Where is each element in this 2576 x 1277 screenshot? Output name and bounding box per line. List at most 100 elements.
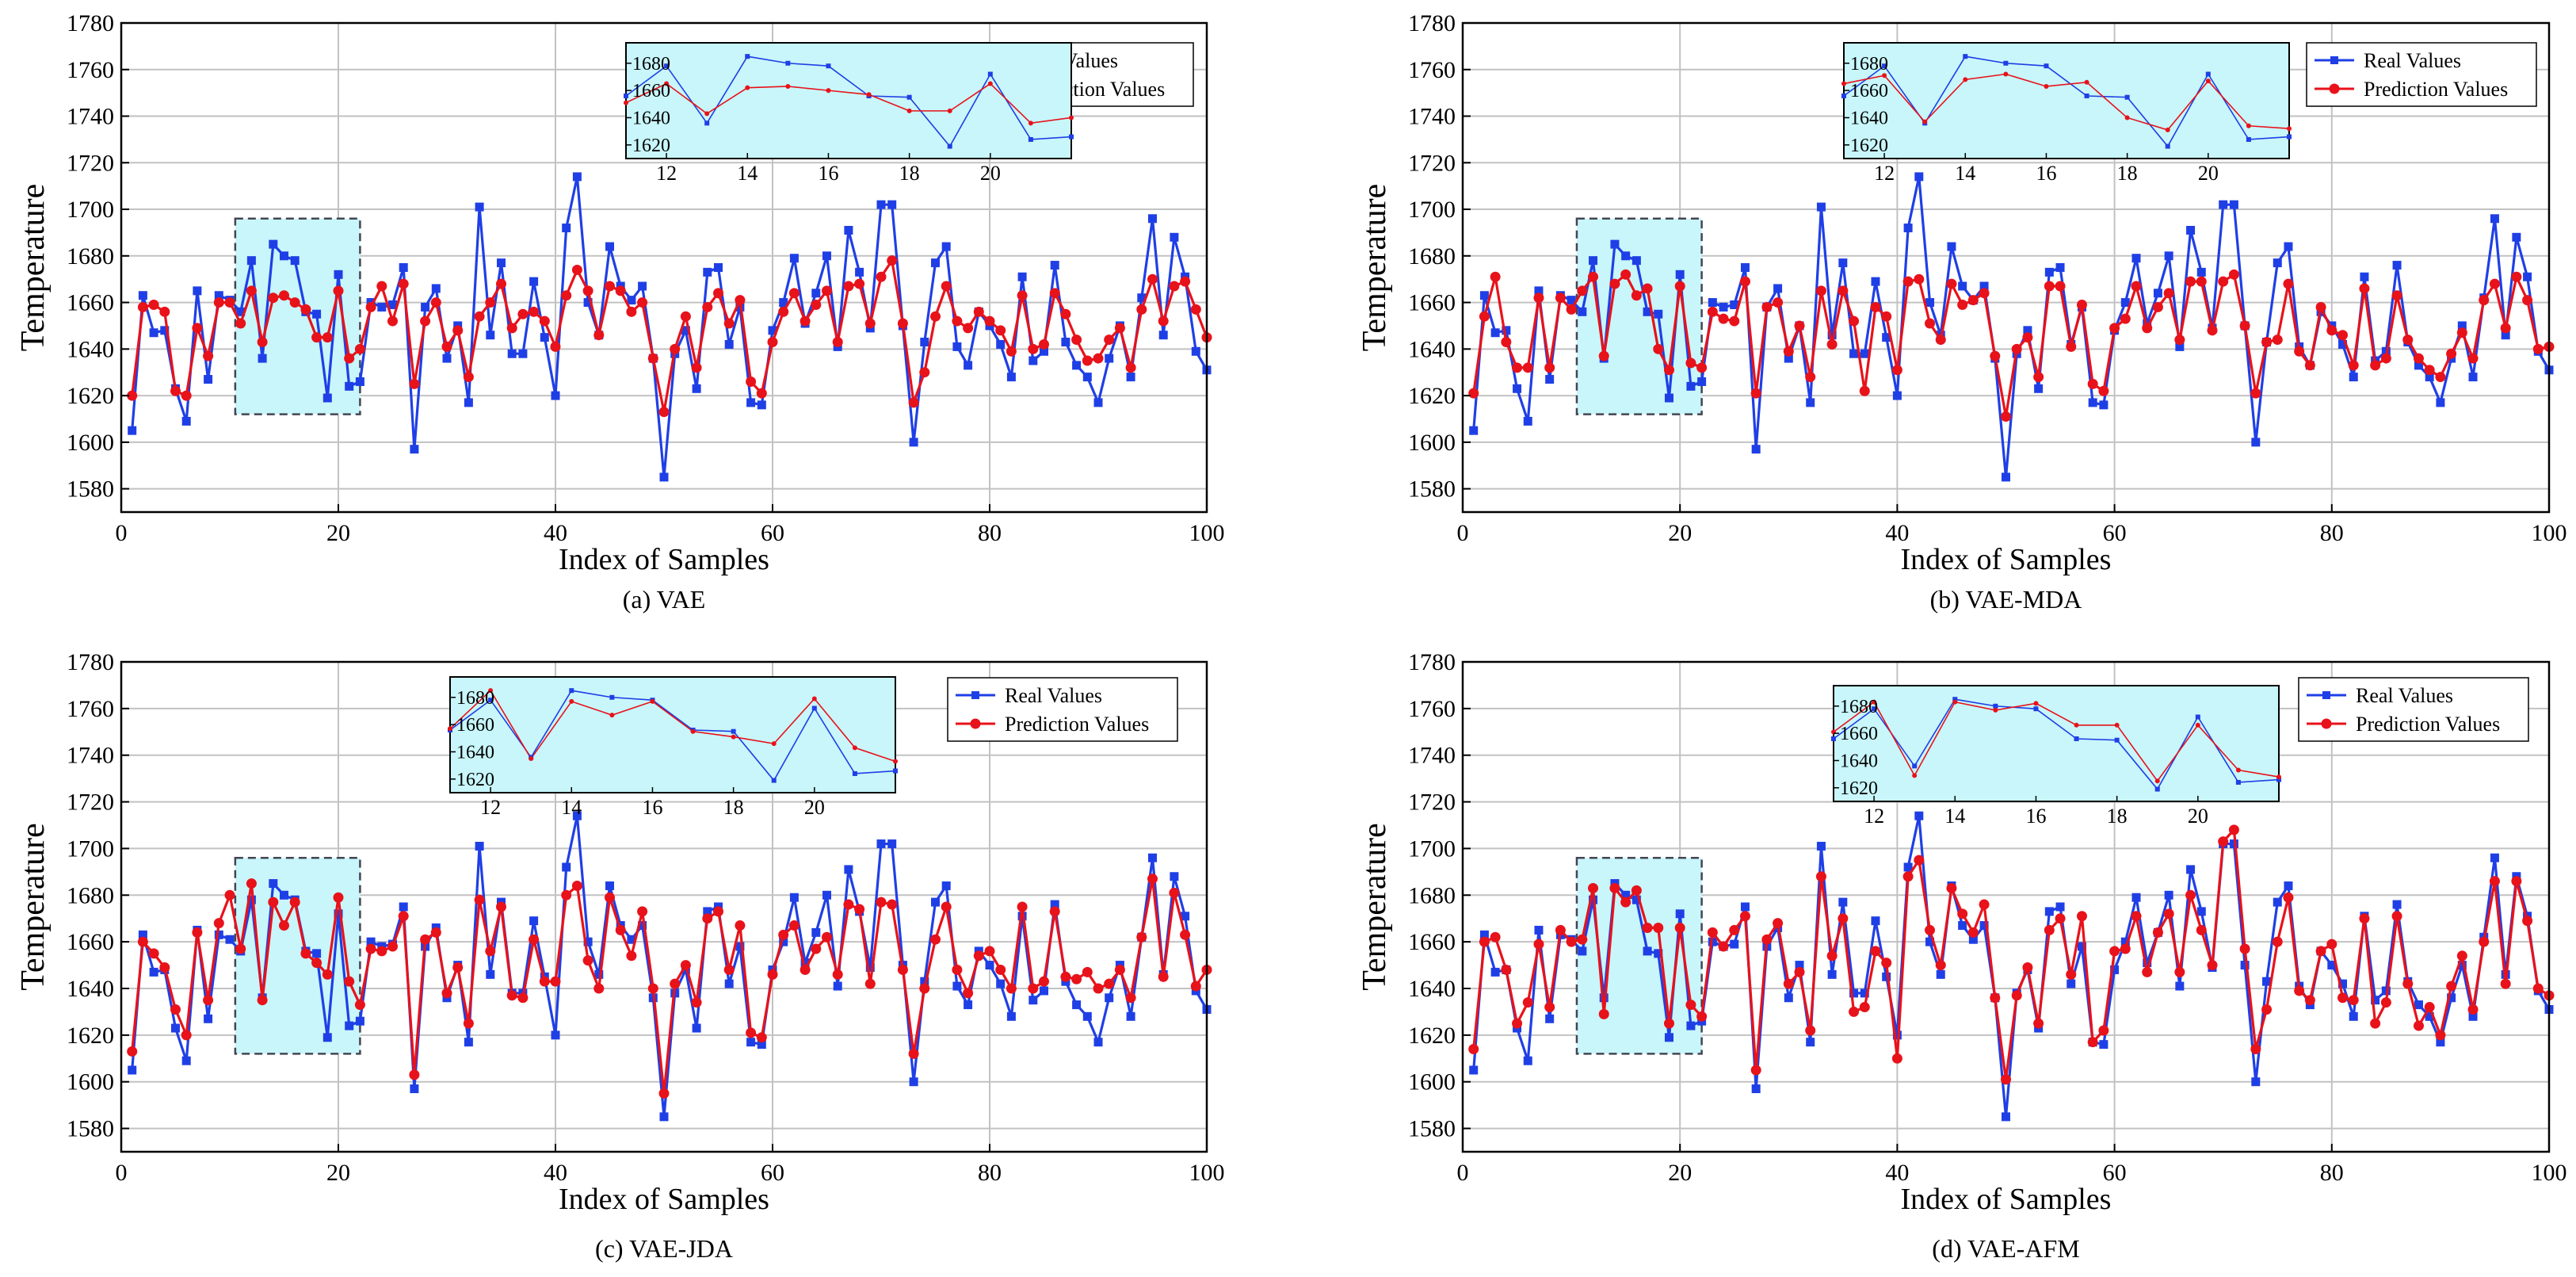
marker-pred-36 [506,323,517,334]
x-tick-label: 20 [326,1160,350,1186]
marker-real-1 [128,426,137,435]
marker-real-28 [421,302,430,312]
marker-real-41 [1903,862,1913,872]
marker-real-47 [1968,935,1978,944]
inset-marker-pred [2124,115,2130,120]
marker-real-3 [149,328,158,338]
marker-pred-60 [767,337,778,348]
chart-panel-4: 0 20 40 60 80 1001580160016201640166016801700… [1357,649,2567,1263]
chart-caption: (a) VAE [623,585,706,614]
inset-marker-real [488,698,494,703]
inset-x-tick-label: 20 [2198,162,2219,185]
marker-real-65 [822,890,831,900]
marker-pred-35 [496,278,506,289]
marker-pred-66 [2174,335,2185,346]
x-tick-label: 100 [2532,520,2567,546]
zoom-region-box [234,856,361,1055]
marker-real-8 [204,1014,213,1023]
marker-real-14 [269,879,278,889]
marker-pred-78 [2304,995,2315,1006]
marker-pred-10 [224,889,235,900]
marker-pred-23 [365,943,376,954]
y-tick-label: 1620 [1408,1023,1456,1049]
marker-real-33 [1816,202,1826,212]
marker-real-99 [1191,346,1200,356]
marker-real-90 [2436,1038,2445,1047]
marker-pred-1 [127,1046,138,1057]
marker-real-38 [1871,277,1880,286]
marker-real-75 [931,258,940,268]
marker-pred-24 [376,281,387,292]
marker-real-37 [518,349,528,358]
x-tick-label: 80 [2320,520,2344,546]
marker-real-35 [1838,897,1848,907]
y-tick-label: 1620 [67,1023,114,1049]
marker-pred-88 [1071,973,1082,985]
inset-marker-real [1912,763,1918,769]
marker-real-43 [1925,937,1935,946]
inset-marker-pred [1069,115,1074,120]
marker-pred-46 [615,285,626,296]
inset-x-tick-label: 14 [1944,805,1965,828]
marker-real-45 [605,881,614,891]
marker-pred-6 [1522,362,1533,373]
marker-real-56 [724,979,734,988]
x-tick-label: 80 [978,1160,1002,1186]
series-line-real-values [131,815,1208,1118]
marker-real-41 [562,862,571,872]
marker-pred-14 [268,897,279,908]
y-tick-label: 1760 [67,57,114,83]
marker-real-29 [1773,284,1783,293]
inset-frame [449,676,896,793]
marker-pred-90 [2435,372,2446,383]
marker-pred-9 [1555,924,1566,935]
series-line-prediction-values [131,257,1208,412]
marker-pred-80 [2326,325,2337,336]
marker-pred-11 [1577,285,1588,296]
marker-real-6 [181,1056,191,1065]
marker-pred-51 [670,343,681,354]
inset-line-pred [1843,73,2290,131]
marker-pred-51 [2011,990,2022,1001]
marker-pred-38 [1870,301,1881,312]
marker-real-12 [246,256,256,266]
marker-pred-71 [887,255,898,266]
marker-real-42 [572,172,582,182]
legend: Real Values Prediction Values [2298,677,2529,742]
marker-pred-88 [2413,1020,2424,1031]
marker-real-64 [811,927,821,937]
inset-y-tick-label: 1680 [1840,697,1878,717]
marker-real-16 [290,256,300,266]
inset-y-tick-label: 1680 [456,688,494,709]
marker-real-47 [627,296,636,305]
marker-pred-92 [2456,950,2467,962]
inset-marker-pred [1993,707,1998,713]
marker-pred-50 [658,1088,670,1099]
marker-pred-89 [1082,355,1093,366]
marker-real-56 [724,339,734,349]
marker-real-52 [2023,326,2032,335]
marker-pred-11 [235,318,246,329]
inset-frame [1833,685,2280,802]
marker-pred-28 [1761,934,1773,945]
inset-marker-pred [609,713,615,718]
marker-real-73 [2251,438,2261,447]
marker-pred-99 [1190,981,1201,992]
marker-pred-96 [1158,971,1169,982]
marker-pred-27 [1750,388,1761,399]
marker-pred-67 [2185,276,2196,287]
marker-real-18 [312,949,322,958]
marker-pred-30 [441,988,452,999]
x-tick-label: 80 [2320,1160,2344,1186]
x-tick-label: 40 [1885,1160,1909,1186]
inset-marker-pred [2287,126,2292,132]
marker-pred-29 [430,297,441,308]
marker-pred-40 [550,976,561,987]
marker-pred-37 [517,308,529,319]
marker-real-27 [410,1084,419,1094]
marker-pred-83 [2359,283,2370,294]
x-tick-label: 0 [1457,1160,1469,1186]
marker-real-96 [1158,331,1168,340]
inset-y-tick-label: 1680 [632,54,670,75]
marker-real-58 [2088,398,2097,407]
